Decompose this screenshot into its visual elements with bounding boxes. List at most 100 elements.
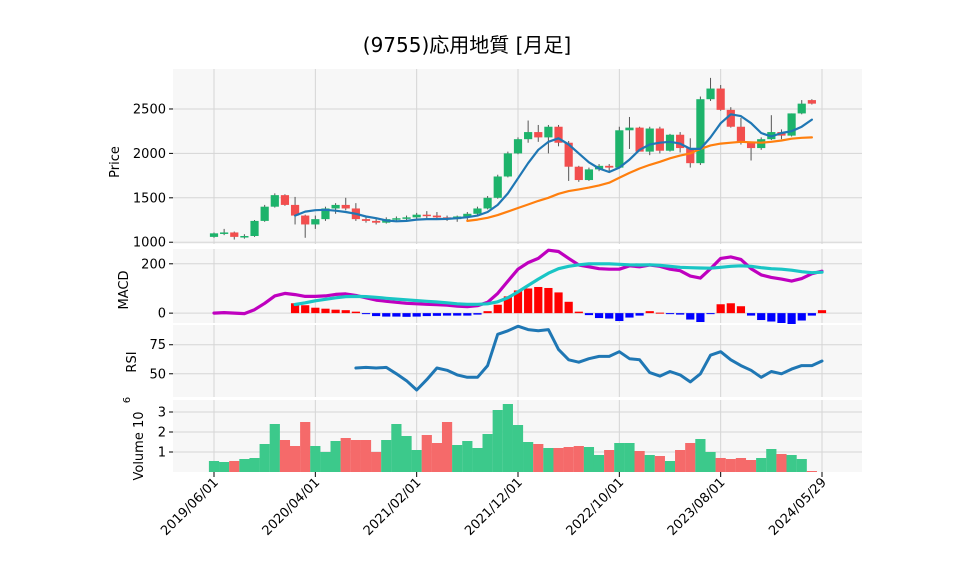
volume-bar <box>604 450 615 472</box>
macd-histogram-bar <box>797 313 806 321</box>
macd-histogram-bar <box>554 292 563 314</box>
volume-bar <box>340 438 351 472</box>
candle-up <box>524 132 533 140</box>
volume-bar <box>735 458 747 472</box>
volume-panel: 1 2 3 Volume 10 6 <box>122 397 862 481</box>
candle-down <box>605 165 614 168</box>
macd-histogram-bar <box>473 313 482 315</box>
candle-down <box>280 195 290 205</box>
candle-down <box>372 220 381 223</box>
volume-bar <box>563 447 574 472</box>
candle-down <box>807 100 816 104</box>
y-tick-label: 1500 <box>133 191 166 206</box>
candle-down <box>361 219 371 221</box>
candle-down <box>341 204 350 209</box>
macd-histogram-bar <box>757 313 766 321</box>
candle-up <box>615 130 624 168</box>
volume-bar <box>360 440 372 472</box>
macd-histogram-bar <box>301 305 310 314</box>
volume-bar <box>208 461 220 472</box>
candle-up <box>240 236 249 238</box>
candle-up <box>706 88 715 100</box>
volume-bar <box>300 422 311 472</box>
macd-histogram-bar <box>584 313 594 316</box>
candle-down <box>655 128 664 151</box>
candle-up <box>402 217 411 219</box>
macd-histogram-bar <box>655 312 664 314</box>
macd-histogram-bar <box>402 313 411 317</box>
candle-up <box>311 219 320 225</box>
macd-line <box>212 248 824 316</box>
candle-up <box>463 213 472 217</box>
volume-bar <box>310 446 321 472</box>
macd-histogram-bar <box>746 313 756 316</box>
macd-histogram-bar <box>767 313 776 322</box>
candle-down <box>290 204 300 216</box>
volume-bar <box>776 454 787 472</box>
macd-histogram-bar <box>483 311 492 314</box>
volume-bar <box>624 443 635 472</box>
macd-histogram-bar <box>524 288 533 314</box>
volume-bar <box>371 452 382 472</box>
candle-down <box>716 88 725 110</box>
volume-bar <box>796 459 807 472</box>
volume-bar <box>391 424 402 472</box>
candle-up <box>321 208 330 220</box>
y-axis-label: Price <box>108 146 123 178</box>
x-axis: 2019/06/01 2020/04/01 2021/02/01 2021/12/01… <box>158 472 830 539</box>
x-tick-label: 2024/05/29 <box>766 475 830 539</box>
y-tick-label: 2 <box>158 426 166 441</box>
chart-title: (9755)応用地質 [月足] <box>363 33 571 57</box>
volume-bar <box>482 434 493 472</box>
macd-histogram-bar <box>635 313 644 316</box>
macd-histogram-bar <box>422 313 431 317</box>
macd-panel: 0 200 MACD <box>117 248 862 324</box>
volume-bar <box>533 444 544 472</box>
macd-histogram-bar <box>696 313 705 323</box>
volume-bar <box>634 451 645 472</box>
candle-up <box>270 195 279 207</box>
volume-bar <box>502 404 513 472</box>
macd-histogram-bar <box>311 307 320 314</box>
candle-up <box>250 220 259 237</box>
volume-bar <box>675 450 686 472</box>
volume-bar <box>543 448 554 472</box>
volume-bar <box>381 440 392 472</box>
volume-exponent: 6 <box>122 397 133 403</box>
volume-bar <box>462 441 473 472</box>
x-tick-label: 2021/12/01 <box>462 475 526 539</box>
volume-bar <box>452 445 463 472</box>
candle-up <box>513 139 523 154</box>
volume-bar <box>654 456 665 472</box>
candle-down <box>534 132 543 138</box>
y-axis-label: RSI <box>125 351 140 372</box>
macd-histogram-bar <box>361 313 371 315</box>
x-tick-label: 2021/02/01 <box>361 475 425 539</box>
volume-bar <box>695 439 706 472</box>
volume-bar <box>259 444 270 472</box>
candle-up <box>503 153 512 177</box>
candle-up <box>392 218 401 220</box>
x-tick-label: 2020/04/01 <box>260 475 324 539</box>
volume-bar <box>593 455 605 472</box>
macd-histogram-bar <box>574 311 583 314</box>
candle-down <box>422 214 431 217</box>
macd-histogram-bar <box>665 313 675 315</box>
macd-histogram-bar <box>817 310 827 314</box>
macd-histogram-bar <box>453 313 462 316</box>
y-tick-label: 75 <box>149 338 166 353</box>
candle-up <box>209 233 219 237</box>
volume-bar <box>614 443 625 472</box>
candle-down <box>676 134 685 149</box>
candle-down <box>574 166 583 181</box>
macd-histogram-bar <box>787 313 796 324</box>
macd-histogram-bar <box>605 313 614 319</box>
y-tick-label: 1000 <box>133 236 166 251</box>
macd-histogram-bar <box>321 308 330 314</box>
candle-down <box>554 126 563 143</box>
y-tick-label: 2500 <box>133 102 166 117</box>
macd-histogram-bar <box>686 313 695 320</box>
macd-histogram-bar <box>807 313 816 316</box>
y-axis-label: Volume 10 <box>132 411 147 480</box>
